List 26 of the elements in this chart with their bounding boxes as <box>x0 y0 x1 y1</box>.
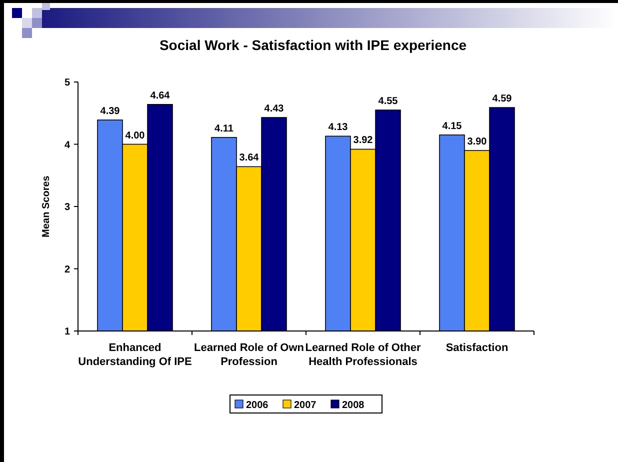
x-tick-label: Learned Role of Other Health Professionals <box>305 342 422 368</box>
text: 3.90 <box>467 136 487 148</box>
text: 3.92 <box>353 135 373 146</box>
text: 4.39 <box>100 106 120 117</box>
text: 4.55 <box>378 96 398 108</box>
x-tick-label: Satisfaction <box>446 342 508 354</box>
y-tick-label: 2 <box>64 264 70 276</box>
y-axis-title: Mean Scores <box>41 175 52 238</box>
text: 4.13 <box>328 122 348 134</box>
text: 4.15 <box>442 120 462 132</box>
x-tick-label: Learned Role of Own Profession <box>194 342 304 368</box>
y-tick-label: 5 <box>64 78 70 88</box>
legend-label: 2008 <box>342 400 365 411</box>
text: 4.00 <box>125 130 145 142</box>
chart-title: Social Work - Satisfaction with IPE experience <box>159 37 467 53</box>
text: 4.43 <box>264 103 284 114</box>
y-tick-label: 1 <box>64 326 70 338</box>
x-tick-label: Enhanced Understanding Of IPE <box>78 342 192 368</box>
y-tick-label: 4 <box>64 140 70 151</box>
text: 3.64 <box>239 152 259 164</box>
text: 4.64 <box>150 90 170 102</box>
legend-label: 2007 <box>294 400 317 411</box>
text: 4.11 <box>214 123 234 134</box>
text: 4.59 <box>492 94 512 105</box>
legend-label: 2006 <box>246 400 269 411</box>
y-tick-label: 3 <box>64 202 70 213</box>
